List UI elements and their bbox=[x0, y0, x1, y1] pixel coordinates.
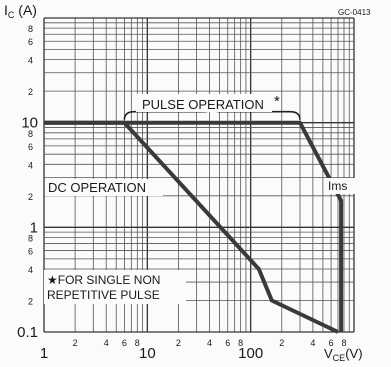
y-tick-label: 1 bbox=[30, 219, 38, 236]
x-axis-title: VCE(V) bbox=[324, 346, 363, 363]
y-tick-label: 4 bbox=[28, 265, 33, 275]
y-tick-label: 10 bbox=[21, 115, 38, 132]
soa-boundary-line-1 bbox=[44, 120, 344, 332]
grid-lines bbox=[43, 17, 355, 333]
y-tick-label: 8 bbox=[28, 129, 33, 139]
y-tick-label: 6 bbox=[28, 37, 33, 47]
y-tick-label: 6 bbox=[28, 142, 33, 152]
x-tick-label: 2 bbox=[279, 338, 284, 348]
series-group bbox=[44, 120, 344, 334]
dc-label-background bbox=[45, 179, 163, 196]
x-tick-label: 6 bbox=[329, 338, 334, 348]
note-line-2: REPETITIVE PULSE bbox=[47, 288, 160, 302]
ims-label-background bbox=[326, 178, 356, 194]
x-tick-label: 8 bbox=[135, 338, 140, 348]
dc-operation-label: DC OPERATION bbox=[48, 180, 146, 195]
y-tick-label: 2 bbox=[28, 192, 33, 202]
y-axis-title: IC (A) bbox=[4, 2, 37, 20]
x-tick-label: 8 bbox=[238, 338, 243, 348]
y-tick-label: 8 bbox=[28, 233, 33, 243]
y-tick-label: 2 bbox=[28, 87, 33, 97]
y-tick-label: 0.1 bbox=[17, 324, 38, 341]
pulse-operation-label: PULSE OPERATION bbox=[142, 97, 264, 112]
x-tick-label: 6 bbox=[122, 338, 127, 348]
x-tick-label: 2 bbox=[73, 338, 78, 348]
pulse-star-mark: * bbox=[274, 93, 280, 110]
note-line-1: ★FOR SINGLE NON bbox=[47, 273, 160, 287]
y-tick-label: 2 bbox=[28, 296, 33, 306]
ims-label: Ims bbox=[328, 179, 347, 193]
note-background bbox=[44, 270, 186, 304]
pulse-label-background bbox=[136, 94, 272, 112]
figure-code: GC-0413 bbox=[338, 8, 371, 17]
y-tick-label: 4 bbox=[28, 56, 33, 66]
x-tick-label: 4 bbox=[310, 338, 315, 348]
x-tick-label: 4 bbox=[207, 338, 212, 348]
x-tick-label: 10 bbox=[139, 345, 156, 362]
soa-boundary-line-2 bbox=[44, 120, 339, 334]
x-tick-label: 2 bbox=[176, 338, 181, 348]
y-tick-label: 8 bbox=[28, 24, 33, 34]
x-tick-label: 6 bbox=[225, 338, 230, 348]
x-tick-label: 100 bbox=[238, 345, 263, 362]
x-tick-label: 4 bbox=[104, 338, 109, 348]
y-tick-label: 6 bbox=[28, 247, 33, 257]
y-tick-label: 4 bbox=[28, 160, 33, 170]
x-tick-label: 8 bbox=[341, 338, 346, 348]
x-tick-label: 1 bbox=[40, 345, 48, 362]
